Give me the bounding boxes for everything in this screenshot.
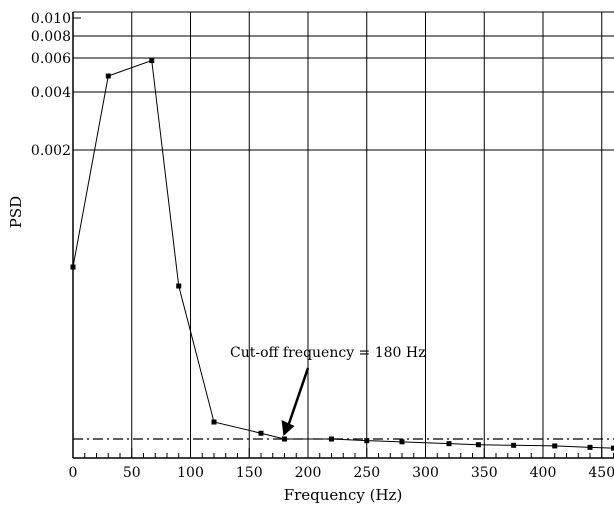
data-point xyxy=(258,430,264,436)
data-point xyxy=(399,439,405,445)
data-point xyxy=(475,442,481,448)
y-tick-label: 0.008 xyxy=(31,29,71,45)
data-point xyxy=(511,442,517,448)
x-tick-label: 350 xyxy=(471,465,498,481)
x-tick-label: 250 xyxy=(353,465,380,481)
x-tick-label: 450 xyxy=(588,465,614,481)
x-tick-label: 50 xyxy=(123,465,141,481)
x-tick-label: 200 xyxy=(295,465,322,481)
y-ticks: 0.002 0.004 0.006 0.008 0.010 xyxy=(31,11,81,159)
x-tick-label: 150 xyxy=(236,465,263,481)
data-point xyxy=(446,441,452,447)
data-point xyxy=(282,436,287,442)
data-point xyxy=(211,419,217,425)
data-point xyxy=(364,438,370,444)
data-point xyxy=(149,57,155,63)
grid xyxy=(73,11,614,458)
y-axis-label: PSD xyxy=(7,196,25,228)
cutoff-annotation: Cut-off frequency = 180 Hz xyxy=(230,345,426,436)
x-tick-label: 0 xyxy=(69,465,78,481)
annotation-arrow xyxy=(287,367,310,426)
x-tick-label: 100 xyxy=(177,465,204,481)
annotation-label: Cut-off frequency = 180 Hz xyxy=(230,345,426,361)
y-tick-label: 0.004 xyxy=(31,85,71,101)
data-point xyxy=(70,264,76,270)
data-point xyxy=(552,443,558,449)
x-tick-label: 400 xyxy=(530,465,557,481)
annotation-arrowhead xyxy=(281,420,295,436)
y-tick-label: 0.006 xyxy=(31,51,71,67)
psd-series-line xyxy=(72,59,614,449)
data-point xyxy=(176,283,182,289)
data-point xyxy=(105,73,111,79)
psd-data-points xyxy=(70,57,614,451)
x-tick-label: 300 xyxy=(412,465,439,481)
y-tick-label: 0.002 xyxy=(31,143,71,159)
data-point xyxy=(329,436,334,442)
y-tick-label: 0.010 xyxy=(31,11,71,27)
x-ticks: 0 50 100 150 200 250 300 350 400 450 xyxy=(69,448,614,481)
x-axis-label: Frequency (Hz) xyxy=(284,486,403,504)
data-point xyxy=(611,445,614,451)
data-point xyxy=(587,444,593,450)
